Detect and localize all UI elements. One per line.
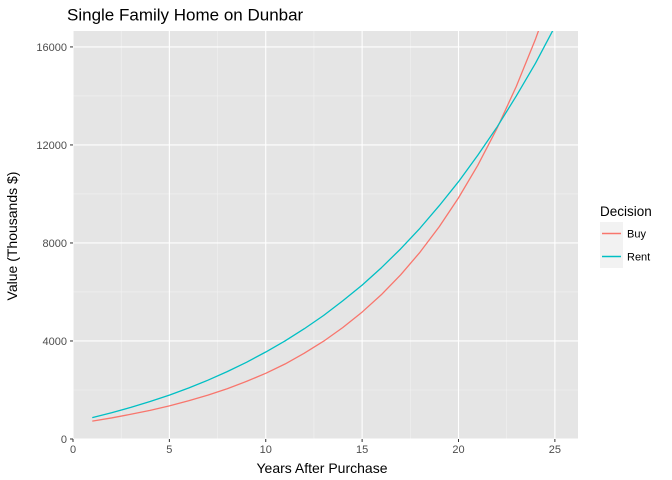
y-tick-label: 12000 (36, 140, 67, 152)
y-tick-labels: 0 4000 8000 12000 16000 (36, 42, 67, 446)
y-tick-label: 16000 (36, 42, 67, 54)
y-tick-label: 8000 (43, 238, 67, 250)
x-tick-labels: 0 5 10 15 20 25 (70, 444, 561, 456)
legend-label-rent: Rent (627, 252, 650, 264)
series-line-buy (92, 31, 540, 422)
series-lines (92, 31, 554, 422)
legend: Decision Buy Rent (600, 204, 652, 268)
minor-gridlines (73, 31, 578, 439)
legend-title: Decision (600, 204, 652, 219)
x-tick-label: 10 (260, 444, 272, 456)
x-tick-label: 25 (549, 444, 561, 456)
y-tick-label: 4000 (43, 336, 67, 348)
legend-label-buy: Buy (627, 229, 646, 241)
y-tick-label: 0 (61, 434, 67, 446)
plot-panel (73, 31, 578, 439)
x-tick-label: 0 (70, 444, 76, 456)
series-line-rent (92, 31, 554, 419)
x-axis-title: Years After Purchase (256, 460, 387, 476)
major-gridlines (72, 31, 578, 440)
x-tick-label: 15 (356, 444, 368, 456)
x-tick-label: 20 (452, 444, 464, 456)
chart-title: Single Family Home on Dunbar (67, 6, 304, 25)
x-tick-label: 5 (166, 444, 172, 456)
axis-ticks (70, 46, 556, 442)
y-axis-title: Value (Thousands $) (4, 172, 20, 301)
